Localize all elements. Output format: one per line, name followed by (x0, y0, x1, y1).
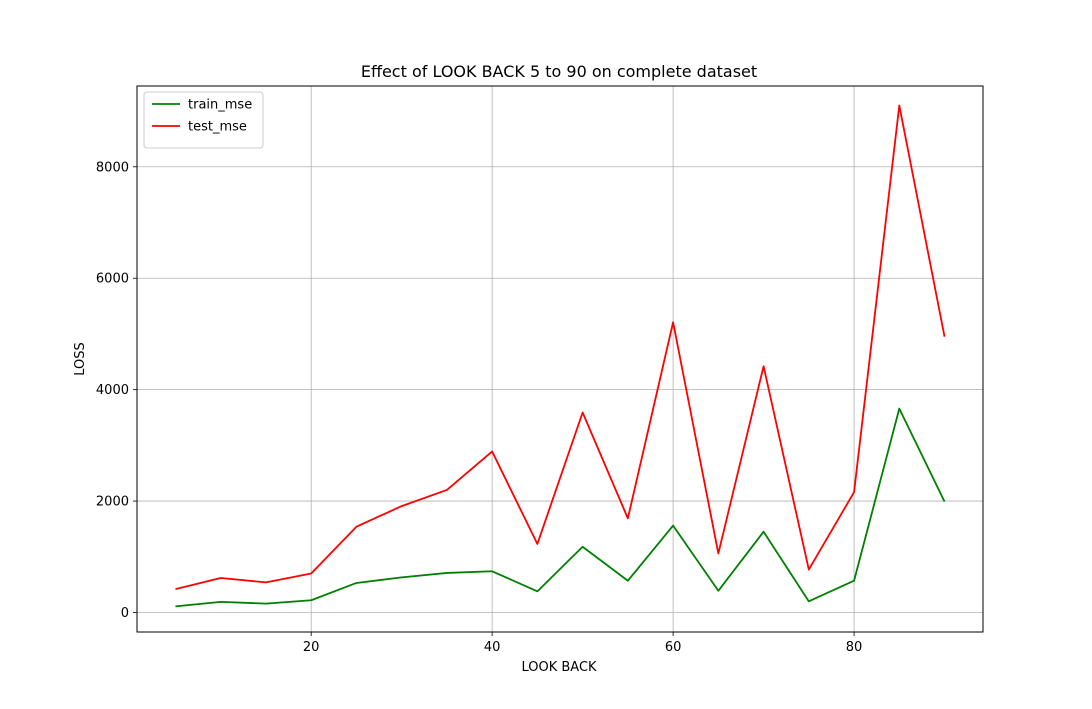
y-tick-label: 4000 (96, 383, 129, 398)
series-line-train_mse (175, 407, 946, 608)
series-line-test_mse (175, 104, 946, 590)
x-tick-label: 80 (846, 640, 863, 655)
plot-frame (136, 85, 984, 633)
grid (137, 86, 983, 632)
legend-label-test_mse: test_mse (188, 120, 247, 135)
x-tick-label: 40 (484, 640, 501, 655)
y-tick-label: 0 (121, 606, 129, 621)
x-axis-label: LOOK BACK (521, 660, 597, 675)
series-layer (175, 104, 946, 608)
x-tick-label: 20 (303, 640, 320, 655)
y-tick-label: 8000 (96, 160, 129, 175)
y-tick-label: 6000 (96, 272, 129, 287)
legend-box (143, 91, 264, 149)
y-axis-label: LOSS (73, 342, 88, 376)
legend: train_mse test_mse (143, 91, 264, 149)
y-tick-label: 2000 (96, 495, 129, 510)
x-tick-label: 60 (665, 640, 682, 655)
legend-label-train_mse: train_mse (188, 98, 252, 113)
chart-title: Effect of LOOK BACK 5 to 90 on complete … (361, 62, 757, 81)
ticks: 20 40 60 80 0 2000 4000 6000 8000 (96, 160, 862, 655)
